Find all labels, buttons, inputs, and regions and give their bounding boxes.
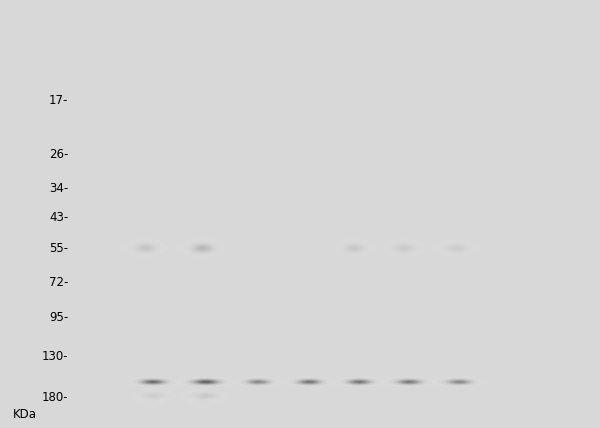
Text: KDa: KDa <box>13 408 37 421</box>
Text: 72-: 72- <box>49 276 68 289</box>
Text: 130-: 130- <box>42 350 68 363</box>
Text: 95-: 95- <box>49 311 68 324</box>
Text: 26-: 26- <box>49 148 68 161</box>
Text: 55-: 55- <box>49 242 68 255</box>
Text: 17-: 17- <box>49 95 68 107</box>
Text: 180-: 180- <box>42 391 68 404</box>
Text: 43-: 43- <box>49 211 68 224</box>
Text: 34-: 34- <box>49 181 68 195</box>
